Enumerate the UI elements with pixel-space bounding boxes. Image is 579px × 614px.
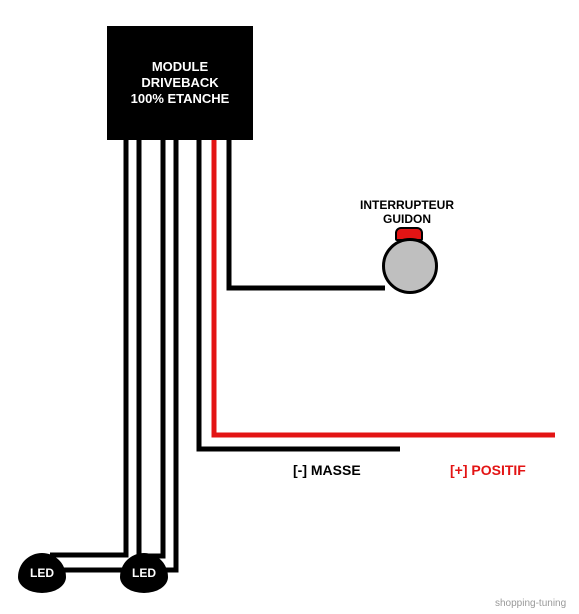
negative-ground-label: [-] MASSE	[293, 462, 361, 478]
led-left: LED	[18, 553, 66, 593]
switch-label: INTERRUPTEUR GUIDON	[360, 198, 454, 226]
module-line-2: DRIVEBACK	[107, 75, 253, 91]
wire-led1-a	[50, 140, 126, 555]
module-line-1: MODULE	[107, 59, 253, 75]
switch-label-line-1: INTERRUPTEUR	[360, 198, 454, 212]
wiring-svg	[0, 0, 579, 614]
module-driveback-box: MODULE DRIVEBACK 100% ETANCHE	[107, 26, 253, 140]
module-line-3: 100% ETANCHE	[107, 91, 253, 107]
watermark-text: shopping-tuning	[495, 598, 566, 609]
positive-label: [+] POSITIF	[450, 462, 526, 478]
wire-led2-a	[149, 140, 163, 556]
led-left-text: LED	[30, 566, 54, 580]
handlebar-switch-body	[382, 238, 438, 294]
led-right-text: LED	[132, 566, 156, 580]
switch-label-line-2: GUIDON	[383, 212, 431, 226]
led-right: LED	[120, 553, 168, 593]
